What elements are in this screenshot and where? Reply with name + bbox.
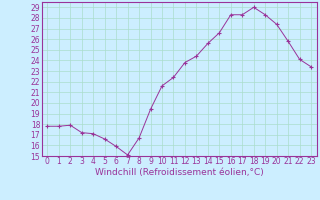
X-axis label: Windchill (Refroidissement éolien,°C): Windchill (Refroidissement éolien,°C) xyxy=(95,168,264,177)
